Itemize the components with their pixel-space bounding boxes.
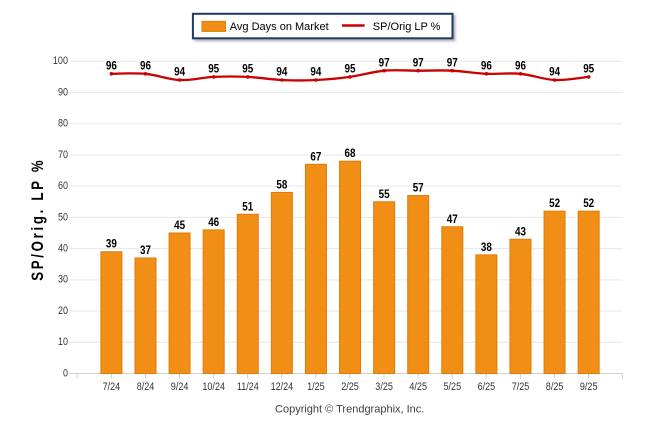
svg-text:9/25: 9/25	[580, 381, 598, 393]
svg-text:8/25: 8/25	[546, 381, 564, 393]
svg-text:37: 37	[140, 243, 151, 257]
svg-text:94: 94	[549, 65, 560, 79]
svg-text:96: 96	[106, 59, 117, 73]
svg-text:12/24: 12/24	[271, 381, 294, 393]
svg-text:58: 58	[276, 177, 287, 191]
svg-text:70: 70	[58, 149, 68, 161]
svg-text:30: 30	[58, 274, 68, 286]
svg-text:95: 95	[345, 62, 356, 76]
svg-text:7/24: 7/24	[103, 381, 121, 393]
svg-text:95: 95	[242, 62, 253, 76]
svg-text:20: 20	[58, 305, 68, 317]
svg-text:38: 38	[481, 240, 492, 254]
svg-text:55: 55	[379, 187, 390, 201]
svg-text:94: 94	[174, 65, 185, 79]
svg-text:0: 0	[63, 367, 68, 379]
svg-text:67: 67	[310, 149, 321, 163]
svg-text:1/25: 1/25	[307, 381, 325, 393]
svg-text:11/24: 11/24	[237, 381, 259, 393]
svg-text:45: 45	[174, 218, 185, 232]
svg-text:94: 94	[276, 65, 287, 79]
svg-text:5/25: 5/25	[444, 381, 462, 393]
svg-text:97: 97	[413, 55, 424, 69]
svg-text:9/24: 9/24	[171, 381, 189, 393]
svg-text:57: 57	[413, 181, 424, 195]
svg-text:6/25: 6/25	[478, 381, 496, 393]
svg-text:8/24: 8/24	[137, 381, 155, 393]
svg-text:SP/Orig LP %: SP/Orig LP %	[373, 21, 441, 33]
svg-text:52: 52	[549, 196, 560, 210]
svg-text:52: 52	[583, 196, 594, 210]
svg-text:94: 94	[310, 65, 321, 79]
svg-text:2/25: 2/25	[341, 381, 359, 393]
svg-text:3/25: 3/25	[375, 381, 393, 393]
svg-text:97: 97	[379, 55, 390, 69]
svg-text:43: 43	[515, 224, 526, 238]
svg-text:95: 95	[208, 62, 219, 76]
svg-text:46: 46	[208, 215, 219, 229]
svg-text:10/24: 10/24	[202, 381, 225, 393]
svg-text:96: 96	[140, 59, 151, 73]
svg-text:39: 39	[106, 237, 117, 251]
svg-text:50: 50	[58, 211, 68, 223]
svg-text:7/25: 7/25	[512, 381, 530, 393]
svg-text:10: 10	[58, 336, 68, 348]
svg-text:97: 97	[447, 55, 458, 69]
svg-text:SP/Orig. LP %: SP/Orig. LP %	[28, 158, 47, 281]
svg-text:90: 90	[58, 86, 68, 98]
svg-text:4/25: 4/25	[409, 381, 427, 393]
svg-text:68: 68	[345, 146, 356, 160]
svg-text:100: 100	[53, 55, 68, 67]
svg-text:47: 47	[447, 212, 458, 226]
svg-text:51: 51	[242, 199, 253, 213]
svg-text:Copyright © Trendgraphix, Inc.: Copyright © Trendgraphix, Inc.	[275, 403, 424, 415]
svg-text:60: 60	[58, 180, 68, 192]
svg-text:40: 40	[58, 243, 68, 255]
svg-text:95: 95	[583, 62, 594, 76]
svg-text:96: 96	[481, 59, 492, 73]
svg-text:Avg Days on Market: Avg Days on Market	[230, 21, 329, 33]
svg-text:96: 96	[515, 59, 526, 73]
svg-text:80: 80	[58, 118, 68, 130]
